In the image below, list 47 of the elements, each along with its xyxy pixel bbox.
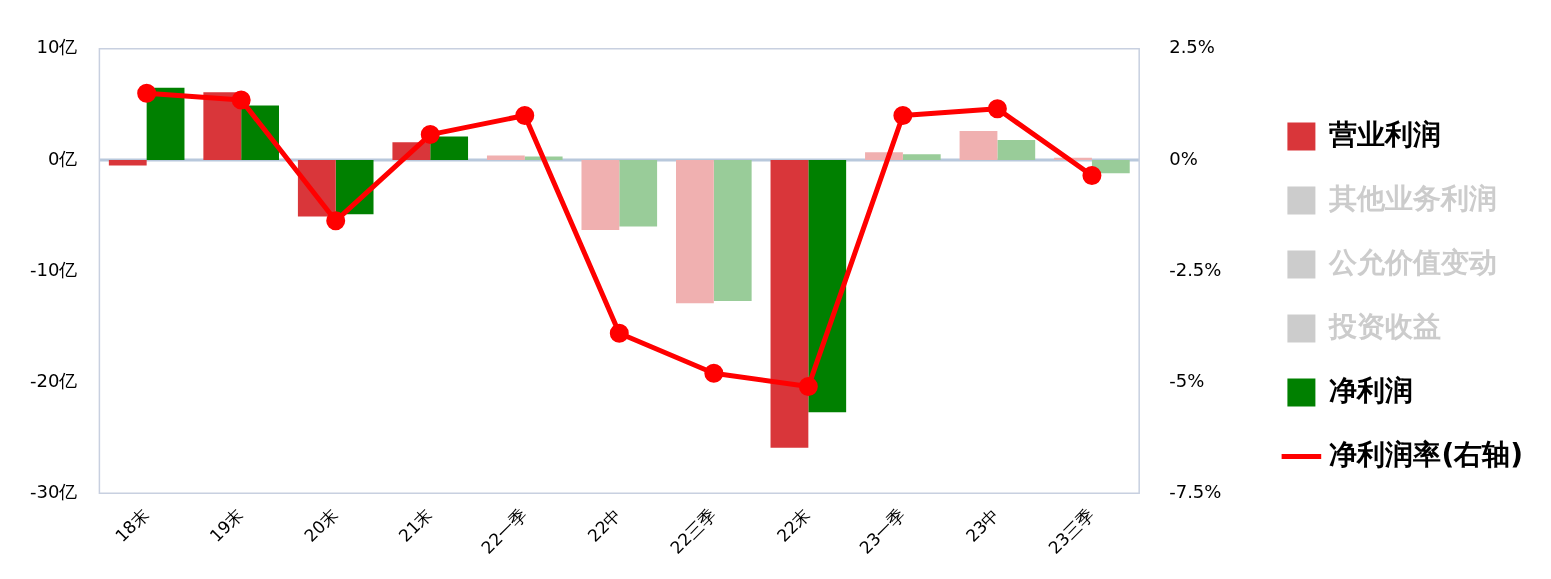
x-tick-label: 18末	[111, 504, 153, 546]
legend-label: 净利润率(右轴)	[1329, 437, 1523, 471]
point	[987, 99, 1007, 119]
legend-label: 营业利润	[1328, 117, 1442, 151]
point	[1082, 165, 1102, 185]
y2-tick-label: 0%	[1169, 147, 1198, 169]
bar	[770, 159, 809, 448]
y2-tick-label: -5%	[1169, 369, 1205, 391]
x-tick-label: 22三季	[666, 504, 720, 558]
bar	[108, 159, 147, 166]
bar	[581, 159, 620, 230]
point	[515, 105, 535, 125]
x-tick-label: 19末	[205, 504, 248, 546]
point	[420, 125, 440, 145]
point	[137, 83, 157, 103]
y2-tick-label: 2.5%	[1169, 36, 1215, 58]
y-tick-label: 10亿	[36, 36, 78, 58]
bar	[676, 159, 714, 304]
legend-label: 净利润	[1329, 373, 1414, 407]
x-tick-label: 23一季	[855, 504, 909, 558]
bar	[619, 159, 658, 227]
x-tick-label: 23中	[961, 504, 1004, 546]
bar	[808, 159, 847, 413]
bar	[430, 136, 469, 160]
bar	[959, 131, 998, 160]
x-tick-label: 22中	[583, 504, 626, 546]
point	[798, 377, 818, 397]
x-tick-label: 21末	[394, 504, 437, 546]
point	[893, 105, 913, 125]
bar	[713, 159, 752, 302]
y-tick-label: 0亿	[47, 147, 78, 169]
bar	[486, 155, 525, 160]
y2-tick-label: -2.5%	[1169, 258, 1222, 280]
point	[326, 211, 346, 231]
x-tick-label: 20末	[300, 504, 342, 546]
bar	[997, 139, 1036, 160]
x-tick-label: 22末	[772, 504, 815, 546]
point	[231, 90, 251, 110]
x-tick-label: 22一季	[477, 504, 531, 558]
y2-tick-label: -7.5%	[1169, 480, 1222, 502]
y-tick-label: -20亿	[29, 369, 78, 391]
x-tick-label: 23三季	[1044, 504, 1098, 558]
point	[609, 323, 629, 343]
bar	[902, 154, 941, 160]
point	[704, 363, 724, 383]
y-tick-label: -10亿	[29, 258, 78, 280]
y-tick-label: -30亿	[29, 480, 78, 502]
